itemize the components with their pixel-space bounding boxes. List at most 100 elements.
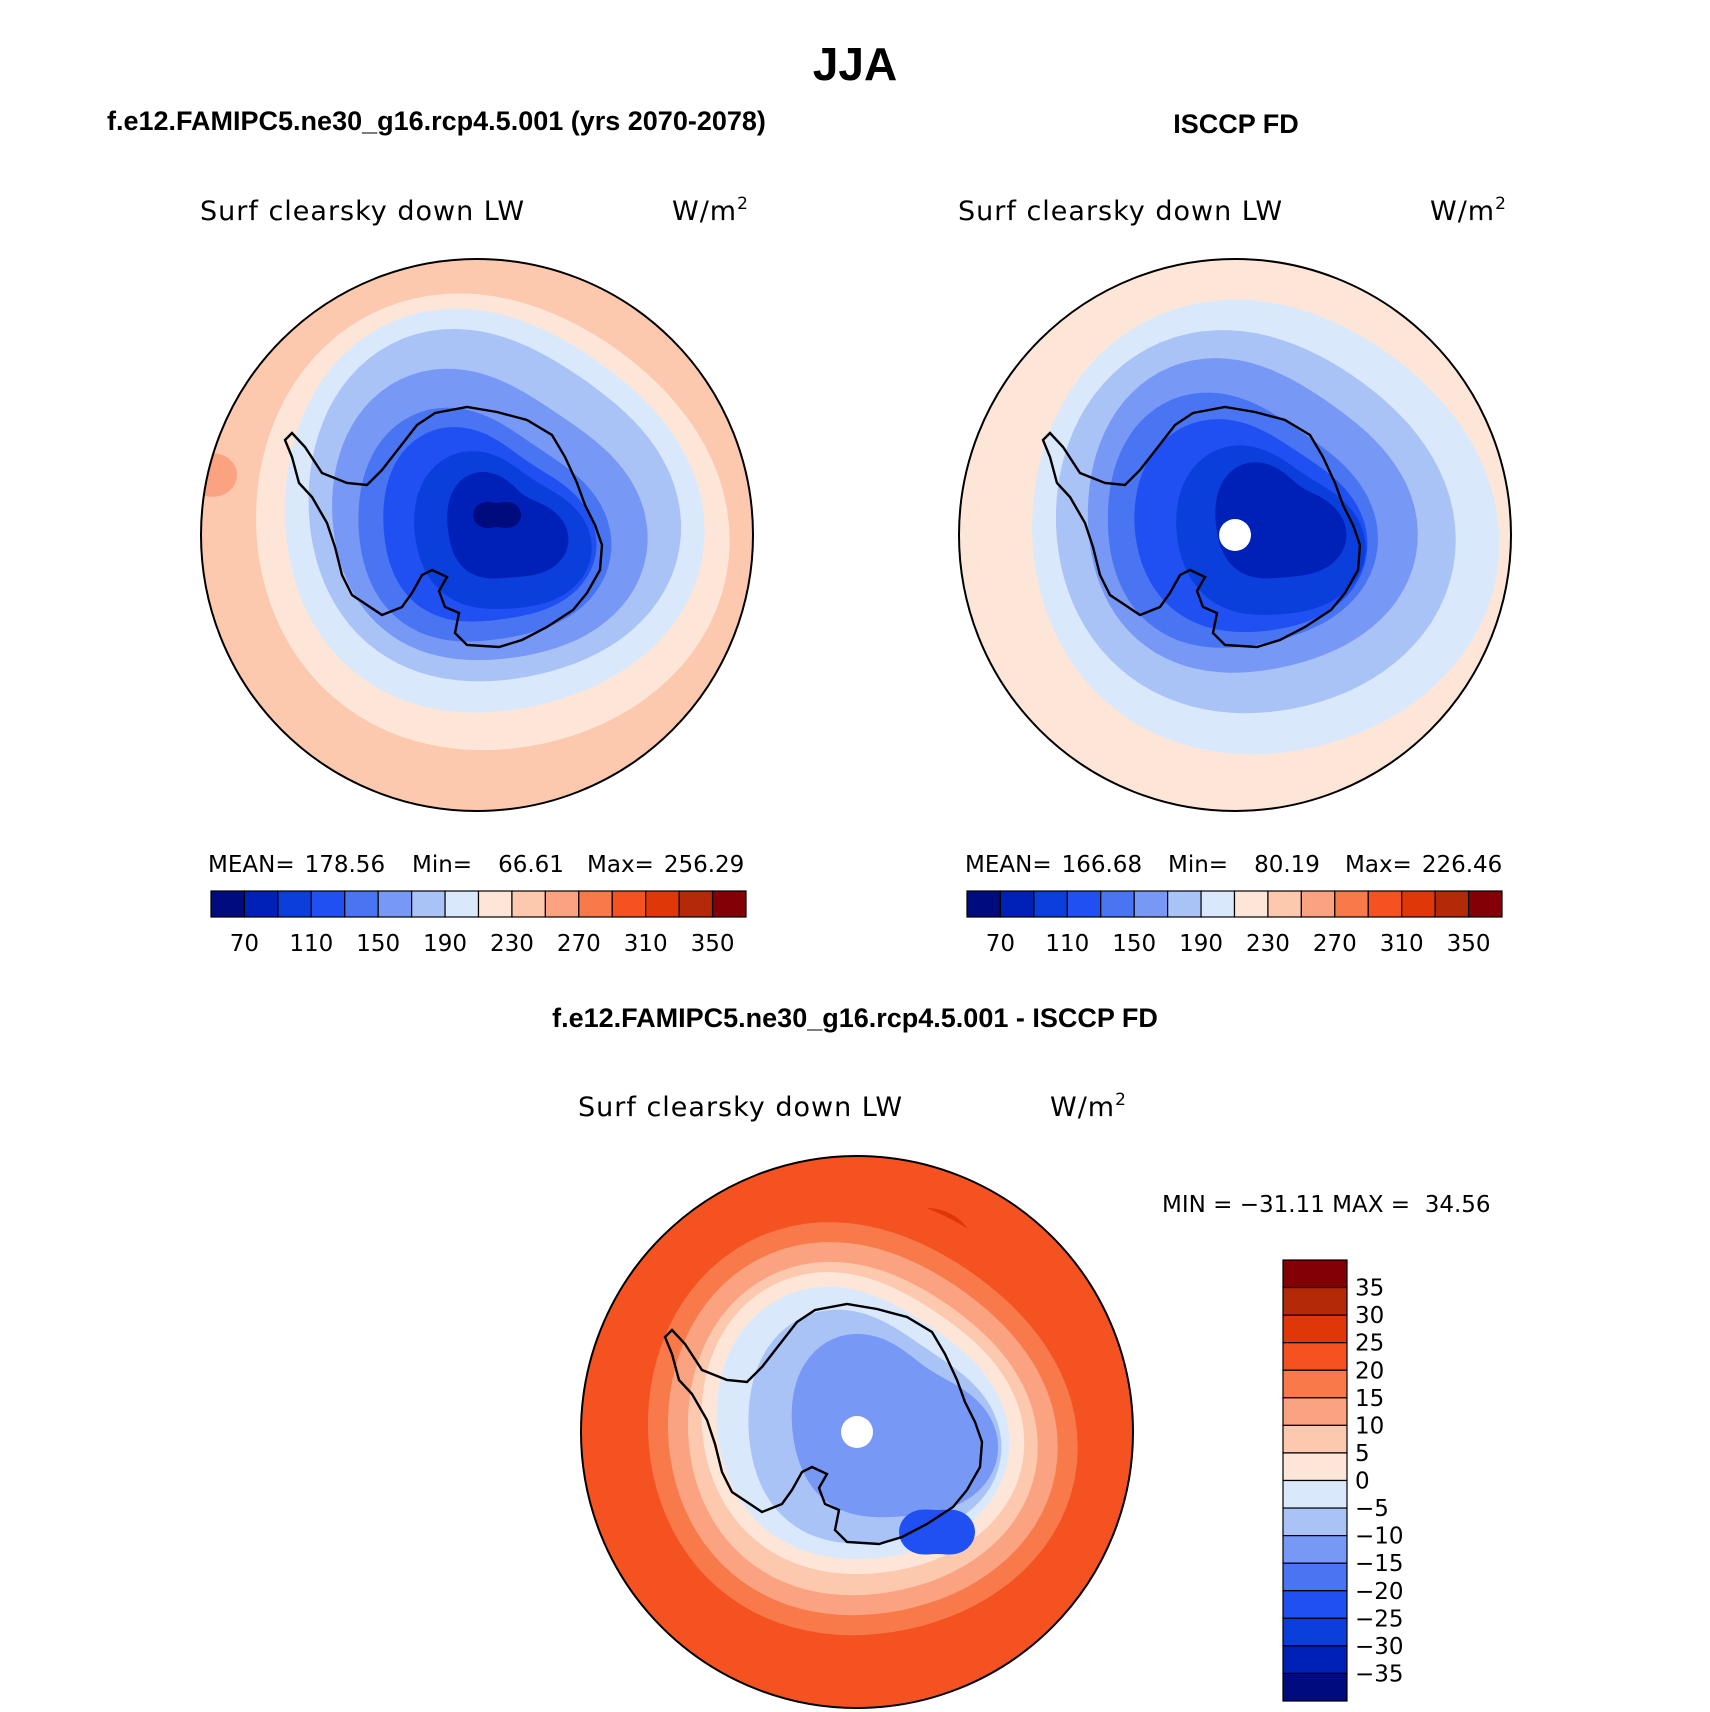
colorbar-tick-label: −20 bbox=[1355, 1579, 1404, 1605]
contour-band--22 bbox=[899, 1509, 975, 1555]
colorbar-tick-label: 70 bbox=[230, 931, 259, 957]
colorbar-tick-label: 270 bbox=[1313, 931, 1357, 957]
colorbar-swatch bbox=[1282, 1507, 1348, 1537]
colorbar-tick-label: 190 bbox=[423, 931, 467, 957]
panel-model-header: f.e12.FAMIPC5.ne30_g16.rcp4.5.001 (yrs 2… bbox=[107, 106, 766, 136]
colorbar-swatch bbox=[344, 890, 379, 918]
colorbar-swatch bbox=[678, 890, 714, 918]
polar-map-diff bbox=[580, 1155, 1134, 1709]
colorbar-tick-label: 350 bbox=[691, 931, 735, 957]
colorbar-swatch bbox=[1282, 1645, 1348, 1675]
colorbar-tick-label: 230 bbox=[1246, 931, 1290, 957]
colorbar-swatch bbox=[1100, 890, 1135, 918]
colorbar-tick-label: 110 bbox=[289, 931, 333, 957]
colorbar-swatch bbox=[1233, 890, 1269, 918]
colorbar-tick-label: 350 bbox=[1447, 931, 1491, 957]
colorbar-swatch bbox=[1334, 890, 1369, 918]
colorbar-tick-label: −35 bbox=[1355, 1661, 1404, 1687]
colorbar-tick-label: 35 bbox=[1355, 1276, 1384, 1302]
colorbar-swatch bbox=[645, 890, 680, 918]
colorbar-tick-label: 270 bbox=[557, 931, 601, 957]
map-boundary bbox=[200, 258, 754, 812]
colorbar-swatch bbox=[243, 890, 279, 918]
colorbar-tick-label: −30 bbox=[1355, 1634, 1404, 1660]
antarctica-coastline bbox=[663, 1302, 984, 1546]
stat-min-max: MIN = −31.11 MAX = 34.56 bbox=[1162, 1192, 1491, 1218]
colorbar-swatch bbox=[1467, 890, 1503, 918]
colorbar-swatch bbox=[411, 890, 446, 918]
colorbar-tick-label: −15 bbox=[1355, 1551, 1404, 1577]
colorbar-swatch bbox=[1282, 1369, 1348, 1399]
colorbar-swatch bbox=[1282, 1479, 1348, 1509]
colorbar-swatch bbox=[1066, 890, 1102, 918]
colorbar-swatch bbox=[210, 890, 246, 918]
colorbar-obs: 70 110 150 190 230 270 310 350 bbox=[966, 890, 1503, 957]
colorbar-swatch bbox=[1200, 890, 1236, 918]
pole-missing-data bbox=[1219, 519, 1251, 551]
colorbar-tick-label: −25 bbox=[1355, 1606, 1404, 1632]
colorbar-swatch bbox=[1282, 1259, 1348, 1289]
colorbar-tick-label: 230 bbox=[490, 931, 534, 957]
colorbar-tick-label: 310 bbox=[624, 931, 668, 957]
panel-model-units: W/m2 bbox=[672, 194, 749, 227]
colorbar-swatch bbox=[1282, 1562, 1348, 1592]
colorbar-swatch bbox=[1133, 890, 1169, 918]
panel-diff-variable-label: Surf clearsky down LW bbox=[578, 1092, 903, 1123]
colorbar-tick-label: 30 bbox=[1355, 1303, 1384, 1329]
stats-line: MEAN= 166.68 Min= 80.19 Max= 226.46 bbox=[965, 852, 1502, 878]
panel-obs-header: ISCCP FD bbox=[1173, 109, 1299, 139]
colorbar-swatch bbox=[999, 890, 1035, 918]
colorbar-swatch bbox=[310, 890, 346, 918]
colorbar-tick-label: 10 bbox=[1355, 1413, 1384, 1439]
panel-obs: ISCCP FD Surf clearsky down LW W/m2 MEAN… bbox=[958, 109, 1512, 957]
colorbar-swatch bbox=[444, 890, 480, 918]
colorbar-swatch bbox=[611, 890, 647, 918]
panel-diff-units: W/m2 bbox=[1050, 1090, 1127, 1123]
colorbar-swatch bbox=[1367, 890, 1403, 918]
contour-band--13 bbox=[791, 1333, 999, 1518]
stat-mean: MEAN= 166.68 bbox=[965, 852, 1142, 878]
antarctica-coastline bbox=[283, 405, 604, 649]
polar-map-obs bbox=[958, 258, 1512, 812]
colorbar-swatch bbox=[477, 890, 513, 918]
colorbar-tick-label: 310 bbox=[1380, 931, 1424, 957]
colorbar-tick-label: 110 bbox=[1045, 931, 1089, 957]
map-boundary bbox=[580, 1155, 1134, 1709]
colorbar-tick-label: 150 bbox=[356, 931, 400, 957]
colorbar-tick-label: 190 bbox=[1179, 931, 1223, 957]
colorbar-model: 70 110 150 190 230 270 310 350 bbox=[210, 890, 747, 957]
colorbar-swatch bbox=[1401, 890, 1436, 918]
colorbar-swatch bbox=[1300, 890, 1336, 918]
colorbar-swatch bbox=[1282, 1672, 1348, 1702]
colorbar-swatch bbox=[1282, 1314, 1348, 1344]
colorbar-swatch bbox=[1282, 1286, 1348, 1316]
stat-min: Min= 80.19 bbox=[1168, 852, 1320, 878]
stats-line: MEAN= 178.56 Min= 66.61 Max= 256.29 bbox=[208, 852, 744, 878]
contour-band-250 bbox=[201, 453, 237, 497]
colorbar-swatch bbox=[711, 890, 747, 918]
stat-max: Max= 226.46 bbox=[1345, 852, 1502, 878]
colorbar-swatch bbox=[511, 890, 546, 918]
colorbar-swatch bbox=[377, 890, 413, 918]
stat-max: Max= 256.29 bbox=[587, 852, 744, 878]
panel-obs-variable-label: Surf clearsky down LW bbox=[958, 196, 1283, 227]
contour-band-85 bbox=[1215, 462, 1347, 579]
panel-diff: f.e12.FAMIPC5.ne30_g16.rcp4.5.001 - ISCC… bbox=[552, 1003, 1491, 1709]
colorbar-swatch bbox=[1267, 890, 1302, 918]
colorbar-swatch bbox=[1033, 890, 1068, 918]
colorbar-swatch bbox=[1282, 1424, 1348, 1454]
colorbar-tick-label: −10 bbox=[1355, 1524, 1404, 1550]
stat-min: Min= 66.61 bbox=[412, 852, 564, 878]
pole-missing-data bbox=[841, 1416, 873, 1448]
polar-map-model bbox=[200, 258, 754, 812]
colorbar-tick-label: 25 bbox=[1355, 1331, 1384, 1357]
colorbar-tick-label: 70 bbox=[986, 931, 1015, 957]
colorbar-tick-label: 150 bbox=[1112, 931, 1156, 957]
antarctica-coastline bbox=[1041, 405, 1362, 649]
colorbar-swatch bbox=[1282, 1617, 1348, 1647]
panel-model: f.e12.FAMIPC5.ne30_g16.rcp4.5.001 (yrs 2… bbox=[107, 106, 766, 957]
contour-band-66.61 bbox=[473, 501, 521, 529]
figure-title: JJA bbox=[813, 38, 897, 90]
